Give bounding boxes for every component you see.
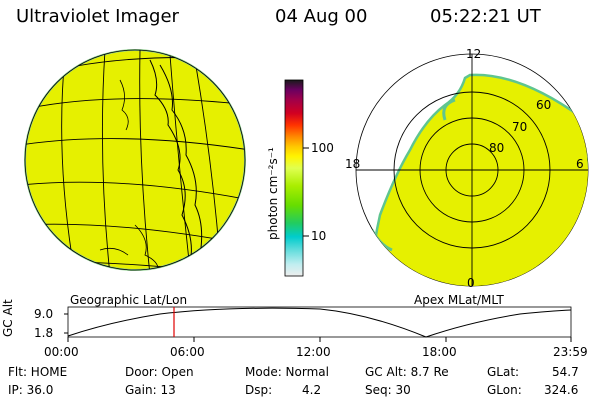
- longitude-line: [61, 54, 76, 270]
- coastline: [159, 64, 203, 256]
- time-tick-0000: 00:00: [44, 345, 79, 359]
- time-label: 05:22:21 UT: [430, 6, 541, 27]
- glon-label: GLon:: [487, 383, 522, 397]
- mlt-label-12: 12: [466, 47, 482, 61]
- glat-value: 54.7: [552, 365, 579, 379]
- gain-status: Gain: 13: [125, 383, 176, 397]
- time-tick-1200: 12:00: [296, 345, 331, 359]
- door-status: Door: Open: [125, 365, 194, 379]
- colorbar-unit-label: photon cm⁻²s⁻¹: [266, 147, 280, 240]
- colorbar-tick-10: 10: [311, 229, 327, 243]
- altitude-tick-1-8: 1.8: [34, 326, 54, 340]
- coastline: [134, 224, 159, 270]
- polar-mlat-mlt-map: [355, 53, 589, 287]
- dsp-label: Dsp:: [245, 383, 273, 397]
- mlt-label-18: 18: [345, 157, 361, 171]
- polar-caption: Apex MLat/MLT: [414, 293, 504, 307]
- flight-status: Flt: HOME: [8, 365, 68, 379]
- latitude-line: [25, 138, 245, 151]
- longitude-line: [169, 54, 191, 270]
- longitude-line: [139, 50, 151, 270]
- dsp-value: 4.2: [302, 383, 322, 397]
- time-tick-2359: 23:59: [553, 345, 588, 359]
- color-scale-bar: [284, 79, 304, 277]
- time-tick-0600: 06:00: [170, 345, 205, 359]
- geographic-globe-map: [24, 49, 246, 271]
- mode-status: Mode: Normal: [245, 365, 329, 379]
- coastline: [119, 79, 129, 131]
- gc-alt-status: GC Alt: 8.7 Re: [365, 365, 449, 379]
- longitude-line: [101, 50, 111, 270]
- mlt-label-0: 0: [467, 276, 475, 290]
- orbit-altitude-curve: [67, 307, 572, 338]
- time-tick-1800: 18:00: [422, 345, 457, 359]
- glat-label: GLat:: [487, 365, 520, 379]
- altitude-plot: [64, 306, 572, 342]
- altitude-tick-9: 9.0: [34, 307, 54, 321]
- date-label: 04 Aug 00: [275, 6, 368, 27]
- lat-label-60: 60: [536, 98, 552, 112]
- coastline: [99, 247, 129, 256]
- globe-caption: Geographic Lat/Lon: [70, 293, 188, 307]
- lat-label-80: 80: [489, 141, 505, 155]
- instrument-title: Ultraviolet Imager: [16, 6, 179, 27]
- globe-image-disc: [24, 49, 246, 271]
- auroral-edge: [442, 98, 456, 121]
- coastline: [149, 59, 192, 263]
- latitude-line: [25, 98, 245, 111]
- seq-status: Seq: 30: [365, 383, 411, 397]
- glon-value: 324.6: [544, 383, 579, 397]
- lat-label-70: 70: [512, 120, 528, 134]
- mlt-label-6: 6: [576, 157, 584, 171]
- color-bar: [284, 79, 309, 277]
- colorbar-tick-100: 100: [311, 141, 334, 155]
- ip-status: IP: 36.0: [8, 383, 54, 397]
- altitude-plot-frame: [67, 306, 572, 338]
- latitude-line: [25, 181, 245, 201]
- altitude-axis-label: GC Alt: [1, 299, 15, 337]
